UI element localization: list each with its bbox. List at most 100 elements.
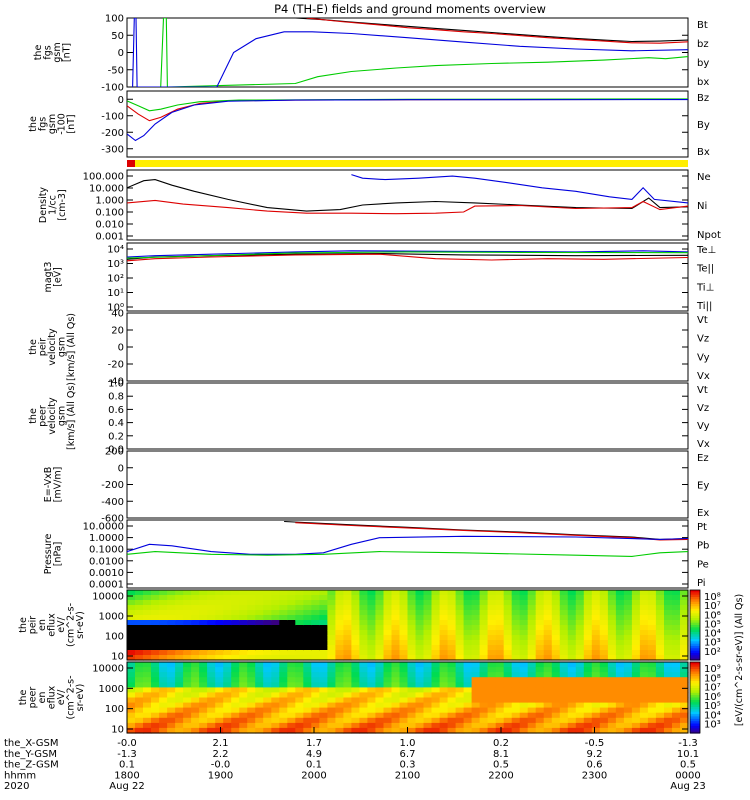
heatmap-cell xyxy=(351,722,360,729)
colorbar-cell xyxy=(690,634,700,638)
heatmap-cell xyxy=(655,697,665,704)
heatmap-cell xyxy=(631,727,641,734)
heatmap-cell xyxy=(351,590,360,596)
heatmap-cell xyxy=(511,600,521,606)
heatmap-cell xyxy=(655,722,665,729)
heatmap-cell xyxy=(543,620,553,626)
heatmap-cell xyxy=(680,625,689,631)
heatmap-cell xyxy=(151,682,160,688)
heatmap-cell xyxy=(143,640,152,646)
panel-frame xyxy=(126,90,689,158)
heatmap-cell xyxy=(591,692,601,699)
heatmap-cell xyxy=(495,655,505,661)
heatmap-cell xyxy=(543,662,553,668)
heatmap-cell xyxy=(191,650,200,656)
heatmap-cell xyxy=(383,682,393,688)
heatmap-cell xyxy=(383,650,393,656)
legend-entry: bx xyxy=(697,77,709,88)
heatmap-cell xyxy=(423,630,433,636)
heatmap-cell xyxy=(439,610,449,616)
heatmap-cell xyxy=(391,682,401,688)
heatmap-cell xyxy=(183,640,192,646)
heatmap-cell xyxy=(487,682,497,688)
x-row-label: 2020 xyxy=(4,781,29,792)
heatmap-cell xyxy=(551,672,561,678)
heatmap-cell xyxy=(279,620,288,626)
heatmap-cell xyxy=(487,662,497,668)
heatmap-cell xyxy=(311,702,320,709)
heatmap-cell xyxy=(183,610,192,616)
heatmap-cell xyxy=(167,600,176,606)
heatmap-cell xyxy=(527,702,537,709)
heatmap-cell xyxy=(143,717,152,724)
heatmap-cell xyxy=(183,630,192,636)
heatmap-cell xyxy=(167,687,176,694)
heatmap-cell xyxy=(231,615,240,621)
y-tick-label: 10³ xyxy=(107,259,124,270)
heatmap-cell xyxy=(487,677,497,683)
heatmap-cell xyxy=(287,672,296,678)
y-tick-label: 0.0001 xyxy=(89,580,124,591)
heatmap-cell xyxy=(159,590,168,596)
heatmap-cell xyxy=(279,630,288,636)
heatmap-cell xyxy=(439,662,449,668)
heatmap-cell xyxy=(431,702,441,709)
heatmap-cell xyxy=(303,595,312,601)
heatmap-cell xyxy=(487,605,497,611)
series-line-Ne xyxy=(127,199,688,215)
heatmap-cell xyxy=(479,640,489,646)
y-axis-title: magt3[eV] xyxy=(43,262,64,293)
heatmap-cell xyxy=(159,717,168,724)
heatmap-cell xyxy=(447,727,457,734)
heatmap-cell xyxy=(559,620,569,626)
heatmap-cell xyxy=(503,662,513,668)
heatmap-cell xyxy=(263,635,272,641)
heatmap-cell xyxy=(167,722,176,729)
heatmap-cell xyxy=(223,610,232,616)
heatmap-cell xyxy=(672,620,681,626)
heatmap-cell xyxy=(223,630,232,636)
heatmap-cell xyxy=(511,662,521,668)
heatmap-cell xyxy=(664,630,673,636)
heatmap-cell xyxy=(551,707,561,714)
heatmap-cell xyxy=(471,635,481,641)
heatmap-cell xyxy=(207,662,216,668)
heatmap-cell xyxy=(559,655,569,661)
heatmap-cell xyxy=(351,655,360,661)
heatmap-cell xyxy=(231,645,240,651)
heatmap-cell xyxy=(135,672,144,678)
heatmap-cell xyxy=(159,650,168,656)
y-tick-label: -100 xyxy=(101,111,124,122)
heatmap-cell xyxy=(239,595,248,601)
heatmap-cell xyxy=(327,692,336,699)
heatmap-cell xyxy=(559,667,569,673)
heatmap-cell xyxy=(551,712,561,719)
heatmap-cell xyxy=(447,645,457,651)
heatmap-cell xyxy=(399,640,409,646)
heatmap-cell xyxy=(647,717,657,724)
heatmap-cell xyxy=(319,615,328,621)
heatmap-cell xyxy=(375,722,384,729)
heatmap-cell xyxy=(263,722,272,729)
heatmap-cell xyxy=(599,595,609,601)
heatmap-cell xyxy=(551,605,561,611)
heatmap-cell xyxy=(487,610,497,616)
heatmap-cell xyxy=(167,667,176,673)
heatmap-cell xyxy=(431,625,441,631)
heatmap-cell xyxy=(543,712,553,719)
heatmap-cell xyxy=(567,712,577,719)
heatmap-cell xyxy=(583,667,593,673)
heatmap-cell xyxy=(672,707,681,714)
legend-entry: bz xyxy=(697,39,709,50)
heatmap-cell xyxy=(263,620,272,626)
heatmap-cell xyxy=(399,620,409,626)
heatmap-cell xyxy=(175,702,184,709)
heatmap-cell xyxy=(559,727,569,734)
heatmap-cell xyxy=(479,610,489,616)
heatmap-cell xyxy=(583,635,593,641)
heatmap-cell xyxy=(359,677,368,683)
heatmap-cell xyxy=(263,615,272,621)
heatmap-cell xyxy=(223,712,232,719)
heatmap-cell xyxy=(239,625,248,631)
heatmap-cell xyxy=(231,677,240,683)
